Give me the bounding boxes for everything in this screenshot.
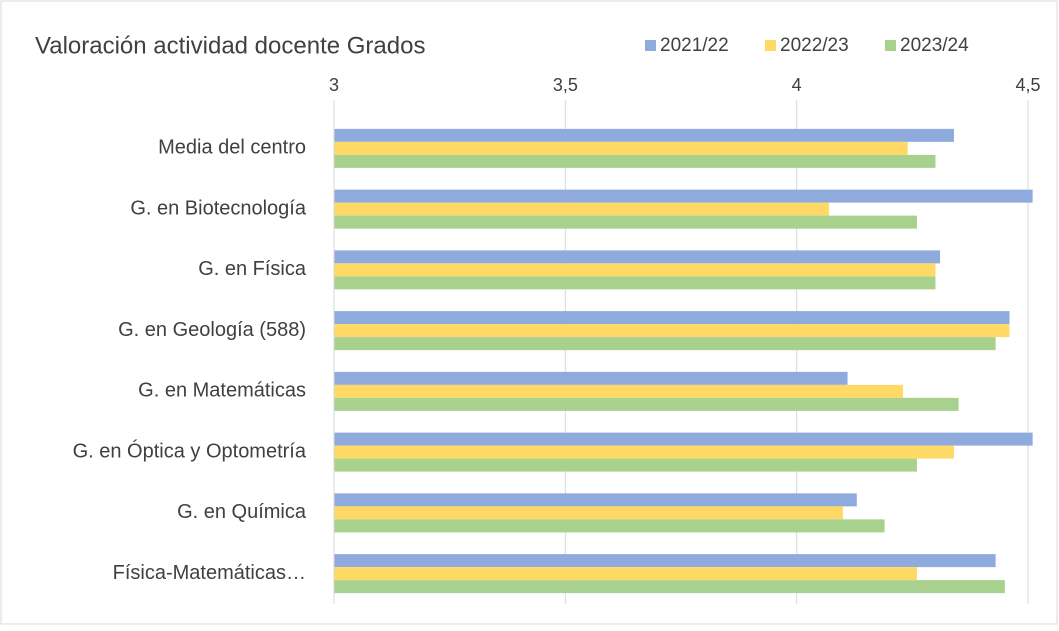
bar bbox=[334, 141, 908, 155]
bar bbox=[334, 397, 959, 411]
legend-swatch bbox=[645, 40, 656, 51]
legend-swatch bbox=[885, 40, 896, 51]
y-tick-label: G. en Óptica y Optometría bbox=[73, 439, 307, 462]
bar bbox=[334, 250, 941, 264]
chart-title: Valoración actividad docente Grados bbox=[35, 32, 425, 59]
bar bbox=[334, 154, 936, 168]
x-tick-label: 4,5 bbox=[1015, 75, 1040, 95]
bars bbox=[334, 128, 1033, 594]
bar bbox=[334, 371, 848, 385]
legend-swatch bbox=[765, 40, 776, 51]
x-tick-label: 4 bbox=[792, 75, 802, 95]
bar bbox=[334, 493, 857, 507]
y-tick-label: G. en Biotecnología bbox=[130, 197, 307, 219]
y-tick-label: G. en Física bbox=[198, 258, 307, 280]
bar bbox=[334, 506, 843, 520]
legend-label: 2022/23 bbox=[780, 35, 849, 56]
bar bbox=[334, 202, 830, 216]
x-tick-label: 3 bbox=[329, 75, 339, 95]
bar bbox=[334, 263, 936, 277]
bar bbox=[334, 458, 917, 472]
y-tick-label: G. en Matemáticas bbox=[138, 380, 306, 402]
bar bbox=[334, 432, 1033, 446]
y-tick-label: G. en Geología (588) bbox=[118, 319, 306, 341]
bar bbox=[334, 276, 936, 290]
bar bbox=[334, 445, 954, 459]
bar bbox=[334, 567, 917, 581]
bar bbox=[334, 519, 885, 533]
y-tick-label: Media del centro bbox=[158, 137, 306, 159]
bar bbox=[334, 189, 1033, 203]
bar bbox=[334, 324, 1010, 338]
y-tick-label: G. en Química bbox=[177, 501, 307, 523]
bar bbox=[334, 311, 1010, 325]
legend-label: 2021/22 bbox=[660, 35, 729, 56]
bar bbox=[334, 337, 996, 351]
bar bbox=[334, 215, 917, 229]
bar bbox=[334, 580, 1005, 594]
bar bbox=[334, 384, 904, 398]
y-tick-label: Física-Matemáticas… bbox=[113, 562, 306, 584]
bar bbox=[334, 128, 954, 142]
legend-label: 2023/24 bbox=[900, 35, 969, 56]
x-tick-label: 3,5 bbox=[553, 75, 578, 95]
bar bbox=[334, 554, 996, 568]
